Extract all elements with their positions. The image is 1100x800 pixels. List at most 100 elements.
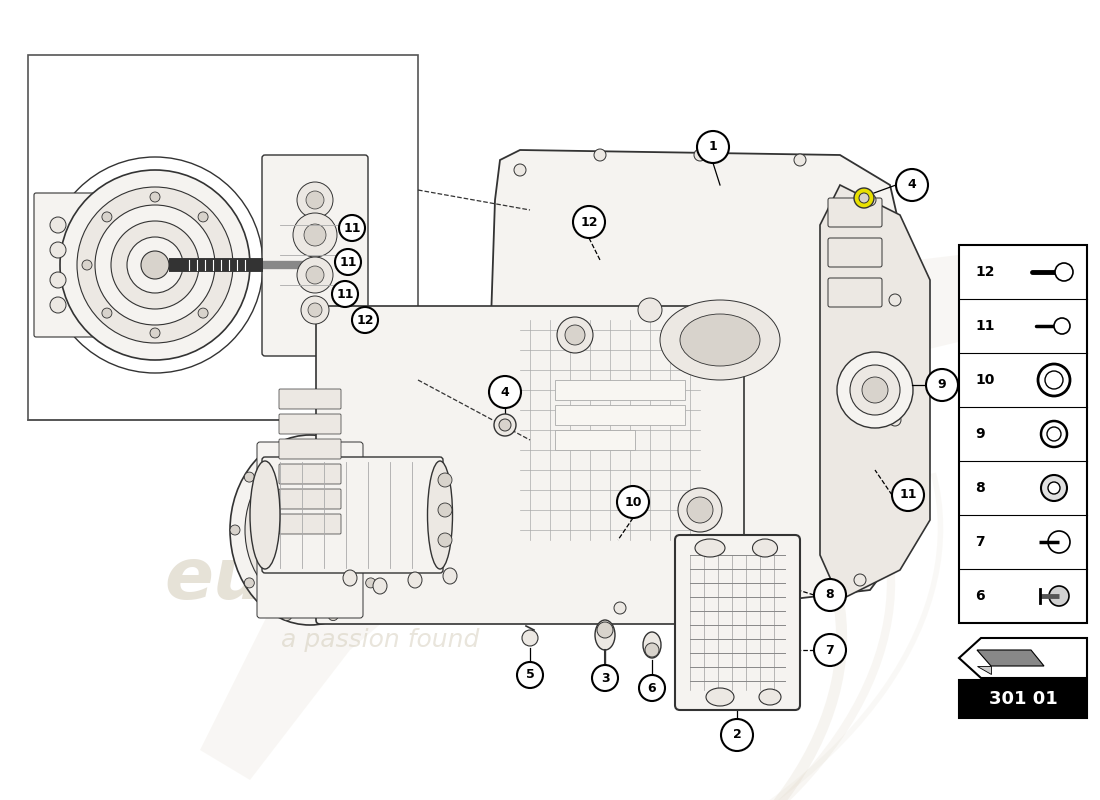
Ellipse shape [373,578,387,594]
Circle shape [60,170,250,360]
Circle shape [639,675,665,701]
Circle shape [102,308,112,318]
Circle shape [328,439,338,450]
Text: 8: 8 [975,481,984,495]
Circle shape [597,622,613,638]
Circle shape [517,662,543,688]
Circle shape [50,217,66,233]
Text: 10: 10 [625,495,641,509]
Polygon shape [200,250,1050,780]
Circle shape [77,187,233,343]
Circle shape [365,472,376,482]
Bar [959,680,1087,718]
Polygon shape [820,185,930,600]
Text: 2: 2 [733,729,741,742]
Circle shape [889,414,901,426]
Text: eurocarbars: eurocarbars [164,546,656,614]
Ellipse shape [660,300,780,380]
Text: 7: 7 [826,643,835,657]
Circle shape [494,414,516,436]
Circle shape [864,194,876,206]
Circle shape [614,602,626,614]
Circle shape [339,215,365,241]
Circle shape [1038,364,1070,396]
Circle shape [308,303,322,317]
Text: 11: 11 [337,287,354,301]
FancyBboxPatch shape [262,155,369,356]
Circle shape [282,610,292,621]
Ellipse shape [752,539,778,557]
Circle shape [1045,371,1063,389]
Circle shape [141,251,169,279]
Circle shape [230,525,240,535]
Circle shape [306,191,324,209]
Circle shape [297,257,333,293]
Ellipse shape [245,453,375,607]
Circle shape [557,317,593,353]
Circle shape [744,604,756,616]
Circle shape [332,281,358,307]
Ellipse shape [759,689,781,705]
Ellipse shape [595,620,615,650]
Ellipse shape [644,632,661,658]
Circle shape [862,377,888,403]
Circle shape [573,206,605,238]
Circle shape [438,533,452,547]
Bar [28,55,418,420]
FancyBboxPatch shape [828,238,882,267]
Circle shape [1041,475,1067,501]
Circle shape [1041,421,1067,447]
Circle shape [1055,263,1072,281]
Circle shape [645,643,659,657]
Ellipse shape [428,461,452,569]
Circle shape [150,192,160,202]
Circle shape [720,719,754,751]
Circle shape [638,298,662,322]
Text: 1: 1 [708,141,717,154]
Circle shape [50,297,66,313]
Text: 11: 11 [900,489,916,502]
Text: 9: 9 [937,378,946,391]
Ellipse shape [250,461,280,569]
Circle shape [365,578,376,588]
Text: 8: 8 [826,589,834,602]
Circle shape [150,328,160,338]
Circle shape [352,307,378,333]
FancyBboxPatch shape [279,464,341,484]
Circle shape [850,365,900,415]
Text: 12: 12 [356,314,374,326]
Text: 5: 5 [526,669,535,682]
Text: 7: 7 [975,535,984,549]
FancyBboxPatch shape [279,389,341,409]
Text: 12: 12 [975,265,994,279]
Circle shape [617,486,649,518]
Circle shape [694,149,706,161]
Polygon shape [977,666,991,674]
Circle shape [50,272,66,288]
FancyBboxPatch shape [262,457,443,573]
Circle shape [102,212,112,222]
FancyBboxPatch shape [279,414,341,434]
Circle shape [592,665,618,691]
Circle shape [282,439,292,450]
FancyBboxPatch shape [279,514,341,534]
Circle shape [678,488,722,532]
Text: 11: 11 [339,255,356,269]
Circle shape [1048,482,1060,494]
Bar [556,405,685,425]
Text: 6: 6 [975,589,984,603]
FancyBboxPatch shape [316,306,744,624]
FancyBboxPatch shape [828,278,882,307]
Ellipse shape [443,568,456,584]
Circle shape [697,131,729,163]
Polygon shape [959,638,1087,678]
Circle shape [565,325,585,345]
Text: 6: 6 [648,682,657,694]
Circle shape [499,419,512,431]
Circle shape [111,221,199,309]
Bar [959,245,1087,623]
Circle shape [336,249,361,275]
Circle shape [814,634,846,666]
Circle shape [854,574,866,586]
Text: 4: 4 [908,178,916,191]
